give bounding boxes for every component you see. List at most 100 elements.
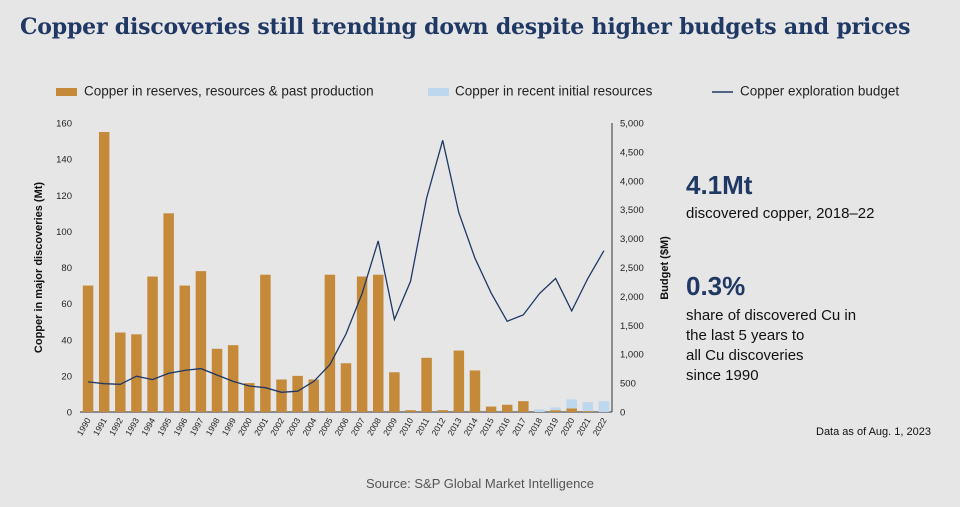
bar-reserves-resources	[244, 383, 255, 412]
legend-label-budget: Copper exploration budget	[740, 84, 899, 99]
x-tick-label: 2019	[542, 416, 560, 438]
bar-initial-resources	[550, 407, 561, 411]
x-tick-label: 2015	[478, 416, 496, 438]
right-y-axis-title: Budget ($M)	[659, 236, 671, 300]
x-tick-label: 2000	[236, 416, 254, 438]
right-y-tick-label: 5,000	[620, 119, 644, 130]
x-tick-label: 2001	[252, 416, 270, 438]
left-y-tick-label: 60	[61, 299, 72, 310]
legend-label-initial: Copper in recent initial resources	[455, 84, 653, 99]
bar-reserves-resources	[131, 334, 142, 412]
chart-title: Copper discoveries still trending down d…	[20, 14, 911, 40]
x-tick-label: 2012	[429, 416, 447, 438]
bar-reserves-resources	[324, 274, 336, 412]
bar-reserves-resources	[356, 276, 368, 412]
left-y-tick-label: 20	[61, 371, 72, 382]
stat-desc-share: share of discovered Cu in the last 5 yea…	[686, 306, 856, 386]
x-tick-label: 2002	[268, 416, 286, 438]
x-tick-label: 2010	[397, 416, 415, 438]
right-y-tick-label: 1,000	[620, 350, 644, 361]
legend-swatch-initial	[428, 88, 449, 96]
bar-reserves-resources	[179, 285, 191, 412]
x-tick-label: 2003	[284, 416, 302, 438]
right-y-tick-label: 3,000	[620, 234, 644, 245]
left-y-tick-label: 140	[56, 155, 72, 166]
bar-initial-resources	[582, 402, 594, 412]
bar-reserves-resources	[227, 345, 239, 412]
right-y-tick-label: 2,000	[620, 292, 644, 303]
x-tick-label: 1996	[171, 416, 189, 438]
bar-reserves-resources	[469, 370, 481, 412]
x-tick-label: 2004	[300, 416, 318, 438]
x-tick-label: 2013	[445, 416, 463, 438]
x-tick-label: 1992	[107, 416, 125, 438]
stat-desc-line: all Cu discoveries	[686, 347, 804, 364]
stat-desc-line: the last 5 years to	[686, 327, 805, 344]
x-tick-label: 2014	[462, 416, 480, 438]
bar-reserves-resources	[115, 332, 126, 412]
x-tick-label: 1999	[220, 416, 238, 438]
bar-reserves-resources	[98, 132, 110, 412]
legend-label-reserves: Copper in reserves, resources & past pro…	[84, 84, 374, 99]
budget-line	[88, 140, 605, 393]
bar-reserves-resources	[340, 363, 352, 412]
bar-reserves-resources	[518, 401, 529, 412]
x-tick-label: 1994	[139, 416, 157, 438]
bar-reserves-resources	[501, 404, 513, 412]
x-tick-label: 2005	[316, 416, 334, 438]
x-tick-label: 1998	[204, 416, 222, 438]
right-y-tick-label: 4,500	[620, 147, 644, 158]
left-y-tick-label: 120	[56, 191, 72, 202]
right-y-tick-label: 500	[620, 379, 636, 390]
legend-swatch-reserves	[56, 88, 77, 96]
x-tick-label: 2009	[381, 416, 399, 438]
x-tick-label: 2018	[526, 416, 544, 438]
stat-value-share: 0.3%	[686, 271, 746, 301]
bar-initial-resources	[598, 401, 610, 412]
bar-reserves-resources	[421, 357, 432, 412]
bar-reserves-resources	[195, 271, 207, 412]
left-y-tick-label: 100	[56, 227, 72, 238]
x-tick-label: 1993	[123, 416, 141, 438]
right-y-tick-label: 2,500	[620, 263, 644, 274]
bar-initial-resources	[566, 399, 577, 409]
bar-reserves-resources	[276, 379, 287, 412]
stat-desc-line: since 1990	[686, 367, 759, 384]
bar-reserves-resources	[437, 410, 448, 412]
bar-reserves-resources	[82, 285, 94, 412]
x-tick-label: 2021	[574, 416, 592, 438]
right-y-tick-label: 4,000	[620, 176, 644, 187]
stat-desc-discovered: discovered copper, 2018–22	[686, 204, 874, 224]
x-tick-label: 2016	[494, 416, 512, 438]
x-tick-label: 1991	[91, 416, 109, 438]
bar-reserves-resources	[147, 276, 158, 412]
x-tick-label: 2008	[365, 416, 383, 438]
data-as-of-note: Data as of Aug. 1, 2023	[816, 426, 931, 438]
x-tick-label: 1990	[75, 416, 93, 438]
left-y-tick-label: 40	[61, 335, 72, 346]
stat-desc-line: share of discovered Cu in	[686, 307, 857, 324]
left-y-tick-label: 80	[61, 263, 72, 274]
bar-reserves-resources	[292, 375, 303, 412]
left-y-tick-label: 0	[67, 408, 72, 419]
bar-reserves-resources	[550, 410, 561, 412]
x-tick-label: 2017	[510, 416, 528, 438]
bar-reserves-resources	[260, 274, 271, 412]
bar-reserves-resources	[163, 213, 174, 412]
stat-value-discovered: 4.1Mt	[686, 170, 753, 200]
bar-reserves-resources	[582, 411, 594, 412]
x-tick-label: 2011	[414, 416, 432, 437]
bar-reserves-resources	[211, 348, 223, 412]
right-y-tick-label: 0	[620, 408, 625, 419]
left-y-tick-label: 160	[56, 119, 72, 130]
x-tick-label: 2007	[349, 416, 367, 438]
left-y-axis-title: Copper in major discoveries (Mt)	[33, 182, 45, 353]
bar-reserves-resources	[405, 410, 416, 412]
bar-reserves-resources	[389, 372, 400, 412]
source-note: Source: S&P Global Market Intelligence	[365, 476, 595, 491]
right-y-tick-label: 3,500	[620, 205, 644, 216]
bar-reserves-resources	[372, 274, 384, 412]
right-y-tick-label: 1,500	[620, 321, 644, 332]
bar-initial-resources	[534, 409, 545, 412]
